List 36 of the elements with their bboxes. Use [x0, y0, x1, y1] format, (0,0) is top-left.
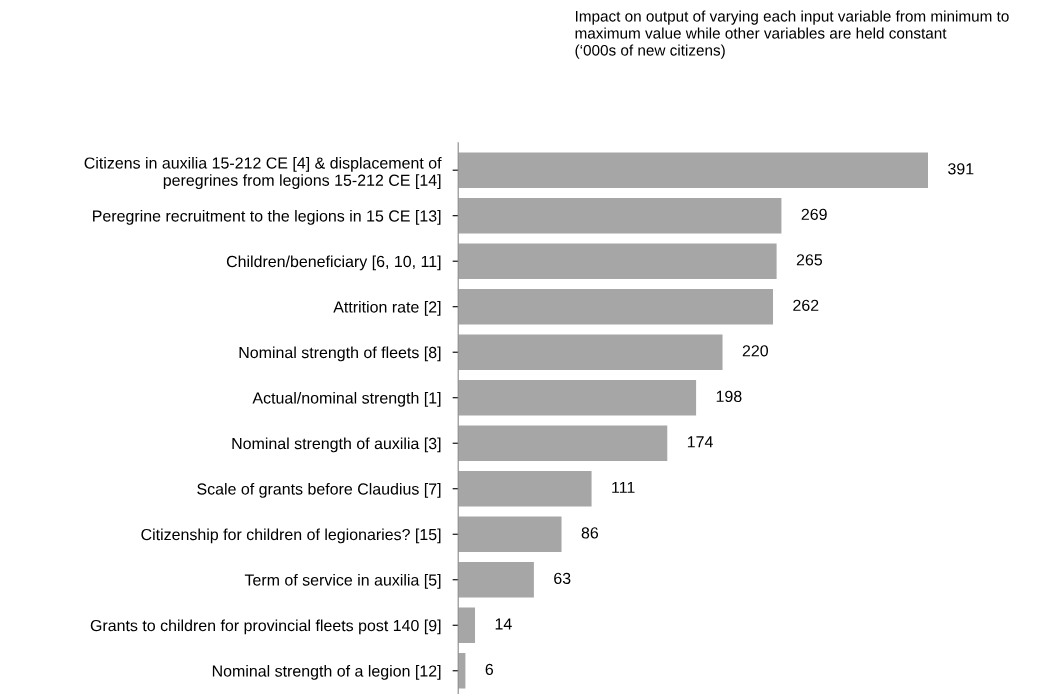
- y-tick-label: Scale of grants before Claudius [7]: [197, 482, 441, 498]
- bar: [458, 288, 774, 325]
- bar: [458, 562, 534, 598]
- bar: [458, 334, 723, 370]
- bar: [458, 516, 562, 552]
- data-label: 198: [716, 390, 742, 403]
- bar: [458, 607, 476, 643]
- bar: [458, 425, 668, 461]
- bar: [458, 379, 697, 416]
- y-tick-label: Children/beneficiary [6, 10, 11]: [226, 255, 441, 271]
- data-label: 86: [581, 527, 599, 539]
- chart-title: Impact on output of varying each input variable from minimum to maximum value while other variables are held constant (‘000s of new citizens): [575, 10, 1009, 59]
- bar: [458, 243, 777, 279]
- y-tick-label: Attrition rate [2]: [333, 300, 441, 316]
- y-tick-label: Nominal strength of a legion [12]: [212, 664, 441, 680]
- y-tick-label: Citizens in auxilia 15-212 CE [4] & displacement of peregrines from legions 15-212 CE [14]: [84, 156, 442, 190]
- data-label: 220: [742, 345, 769, 357]
- y-tick-label: Citizenship for children of legionaries? [15]: [141, 528, 441, 544]
- y-tick-label: Actual/nominal strength [1]: [252, 391, 441, 407]
- y-tick-label: Nominal strength of fleets [8]: [239, 346, 441, 362]
- y-tick-label: Peregrine recruitment to the legions in 15 CE [13]: [93, 209, 441, 225]
- y-tick-label: Term of service in auxilia [5]: [244, 573, 441, 589]
- y-tick-label: Grants to children for provincial fleets post 140 [9]: [90, 619, 441, 635]
- data-label: 14: [495, 618, 512, 630]
- data-label: 63: [554, 572, 571, 585]
- data-label: 6: [485, 663, 494, 676]
- y-tick-label: Nominal strength of auxilia [3]: [232, 437, 441, 453]
- bar: [458, 152, 929, 188]
- bar: [458, 470, 592, 507]
- data-label: 391: [948, 163, 974, 175]
- data-label: 174: [687, 436, 713, 448]
- data-label: 111: [612, 481, 635, 493]
- data-label: 265: [796, 254, 823, 266]
- data-label: 262: [793, 299, 819, 311]
- data-label: 269: [801, 208, 827, 220]
- bar: [458, 197, 782, 234]
